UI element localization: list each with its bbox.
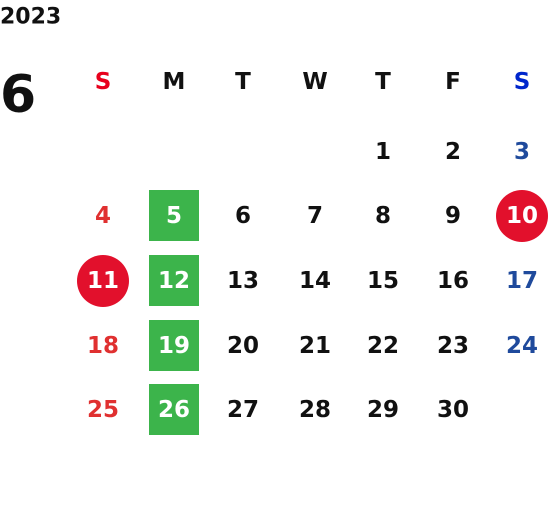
month: 6 bbox=[0, 65, 36, 125]
day-number: 30 bbox=[437, 397, 469, 423]
day-number: 16 bbox=[437, 268, 469, 294]
day-number: 25 bbox=[87, 397, 119, 423]
day-number: 2 bbox=[445, 139, 461, 165]
day-number: 6 bbox=[235, 203, 251, 229]
weekday-label: W bbox=[302, 69, 327, 95]
weekday-label: M bbox=[163, 69, 186, 95]
day-number: 1 bbox=[375, 139, 391, 165]
day-number: 28 bbox=[299, 397, 331, 423]
day-number: 5 bbox=[166, 203, 182, 229]
weekday-label: S bbox=[514, 69, 531, 95]
day-number: 7 bbox=[307, 203, 323, 229]
day-number: 24 bbox=[506, 333, 538, 359]
day-number: 22 bbox=[367, 333, 399, 359]
day-highlight-square bbox=[149, 255, 199, 306]
day-number: 3 bbox=[514, 139, 530, 165]
day-number: 19 bbox=[158, 333, 190, 359]
day-highlight-square bbox=[149, 190, 199, 241]
day-highlight-square bbox=[149, 320, 199, 371]
day-number: 13 bbox=[227, 268, 259, 294]
weekday-label: T bbox=[235, 69, 251, 95]
weekday-label: F bbox=[445, 69, 461, 95]
day-number: 29 bbox=[367, 397, 399, 423]
day-highlight-square bbox=[149, 384, 199, 435]
day-number: 26 bbox=[158, 397, 190, 423]
weekday-label: T bbox=[375, 69, 391, 95]
day-number: 17 bbox=[506, 268, 538, 294]
day-number: 8 bbox=[375, 203, 391, 229]
day-number: 15 bbox=[367, 268, 399, 294]
day-number: 9 bbox=[445, 203, 461, 229]
day-highlight-circle bbox=[496, 190, 548, 242]
day-number: 11 bbox=[87, 268, 119, 294]
day-number: 20 bbox=[227, 333, 259, 359]
day-highlight-circle bbox=[77, 255, 129, 307]
day-number: 21 bbox=[299, 333, 331, 359]
day-number: 18 bbox=[87, 333, 119, 359]
day-number: 12 bbox=[158, 268, 190, 294]
year: 2023 bbox=[0, 5, 61, 30]
day-number: 10 bbox=[506, 203, 538, 229]
day-number: 27 bbox=[227, 397, 259, 423]
day-number: 14 bbox=[299, 268, 331, 294]
day-number: 4 bbox=[95, 203, 111, 229]
day-number: 23 bbox=[437, 333, 469, 359]
weekday-label: S bbox=[95, 69, 112, 95]
